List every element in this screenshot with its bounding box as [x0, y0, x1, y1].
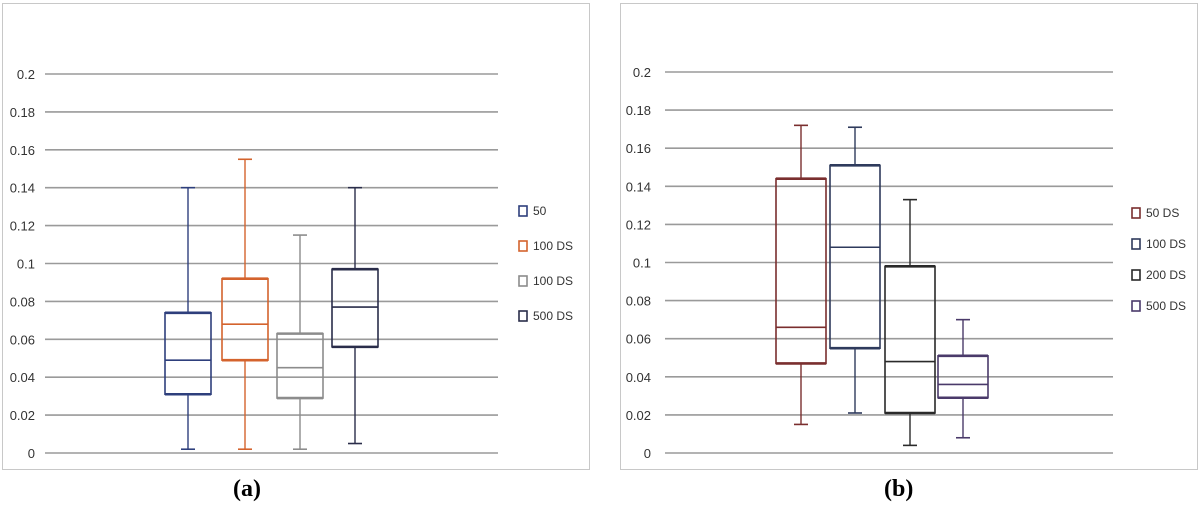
box-plot-a: 0 0.02 0.04 0.06 0.08 0.1 0.12 0.14 0.16 0.18 0.2 5… [10, 67, 573, 461]
box-4 [331, 186, 379, 445]
y-tick-label: 0 [28, 446, 35, 461]
iqr-box [775, 177, 827, 365]
legend-label: 500 DS [533, 309, 573, 323]
box-4 [937, 318, 989, 439]
legend-label: 200 DS [1146, 268, 1186, 282]
legend-swatch [518, 205, 528, 217]
y-tick-label: 0.12 [626, 217, 651, 232]
legend-label: 100 DS [1146, 237, 1186, 251]
y-tick-label: 0.12 [10, 219, 35, 234]
panel-caption-b: (b) [884, 476, 914, 502]
y-tick-label: 0.2 [17, 67, 35, 82]
y-tick-label: 0.08 [10, 294, 35, 309]
y-tick-label: 0.02 [10, 408, 35, 423]
legend-swatch [1131, 207, 1141, 219]
iqr-box [164, 311, 212, 396]
iqr-box [221, 277, 269, 361]
legend-label: 100 DS [533, 274, 573, 288]
chart-panel-a: 0 0.02 0.04 0.06 0.08 0.1 0.12 0.14 0.16 0.18 0.2 5… [2, 3, 590, 470]
y-tick-label: 0 [644, 446, 651, 461]
legend-swatch [518, 275, 528, 287]
box-1 [775, 124, 827, 426]
legend-swatch [1131, 269, 1141, 281]
box-3 [276, 234, 324, 451]
legend-swatch [1131, 300, 1141, 312]
legend-swatch [518, 310, 528, 322]
iqr-box [331, 268, 379, 348]
box-1 [164, 186, 212, 451]
y-tick-label: 0.18 [626, 103, 651, 118]
box-3 [884, 198, 936, 447]
y-tick-label: 0.18 [10, 105, 35, 120]
chart-panel-b: 0 0.02 0.04 0.06 0.08 0.1 0.12 0.14 0.16 0.18 0.2 5… [620, 3, 1198, 470]
y-tick-label: 0.1 [17, 257, 35, 272]
y-tick-label: 0.04 [10, 370, 35, 385]
iqr-box [276, 332, 324, 399]
y-tick-label: 0.14 [10, 181, 35, 196]
box-2 [221, 158, 269, 451]
y-tick-label: 0.06 [626, 332, 651, 347]
y-tick-label: 0.16 [626, 141, 651, 156]
y-tick-label: 0.1 [633, 256, 651, 271]
box-plot-b: 0 0.02 0.04 0.06 0.08 0.1 0.12 0.14 0.16 0.18 0.2 5… [626, 65, 1186, 461]
legend-swatch [518, 240, 528, 252]
y-tick-label: 0.06 [10, 332, 35, 347]
y-tick-label: 0.14 [626, 179, 651, 194]
legend-label: 50 [533, 204, 547, 218]
y-tick-label: 0.04 [626, 370, 651, 385]
legend-label: 500 DS [1146, 299, 1186, 313]
legend-swatch [1131, 238, 1141, 250]
y-tick-label: 0.2 [633, 65, 651, 80]
box-2 [829, 126, 881, 414]
y-tick-label: 0.16 [10, 143, 35, 158]
panel-caption-a: (a) [233, 476, 261, 502]
legend-label: 100 DS [533, 239, 573, 253]
y-tick-label: 0.08 [626, 294, 651, 309]
y-tick-label: 0.02 [626, 408, 651, 423]
iqr-box [829, 164, 881, 350]
legend-label: 50 DS [1146, 206, 1179, 220]
iqr-box [884, 265, 936, 414]
